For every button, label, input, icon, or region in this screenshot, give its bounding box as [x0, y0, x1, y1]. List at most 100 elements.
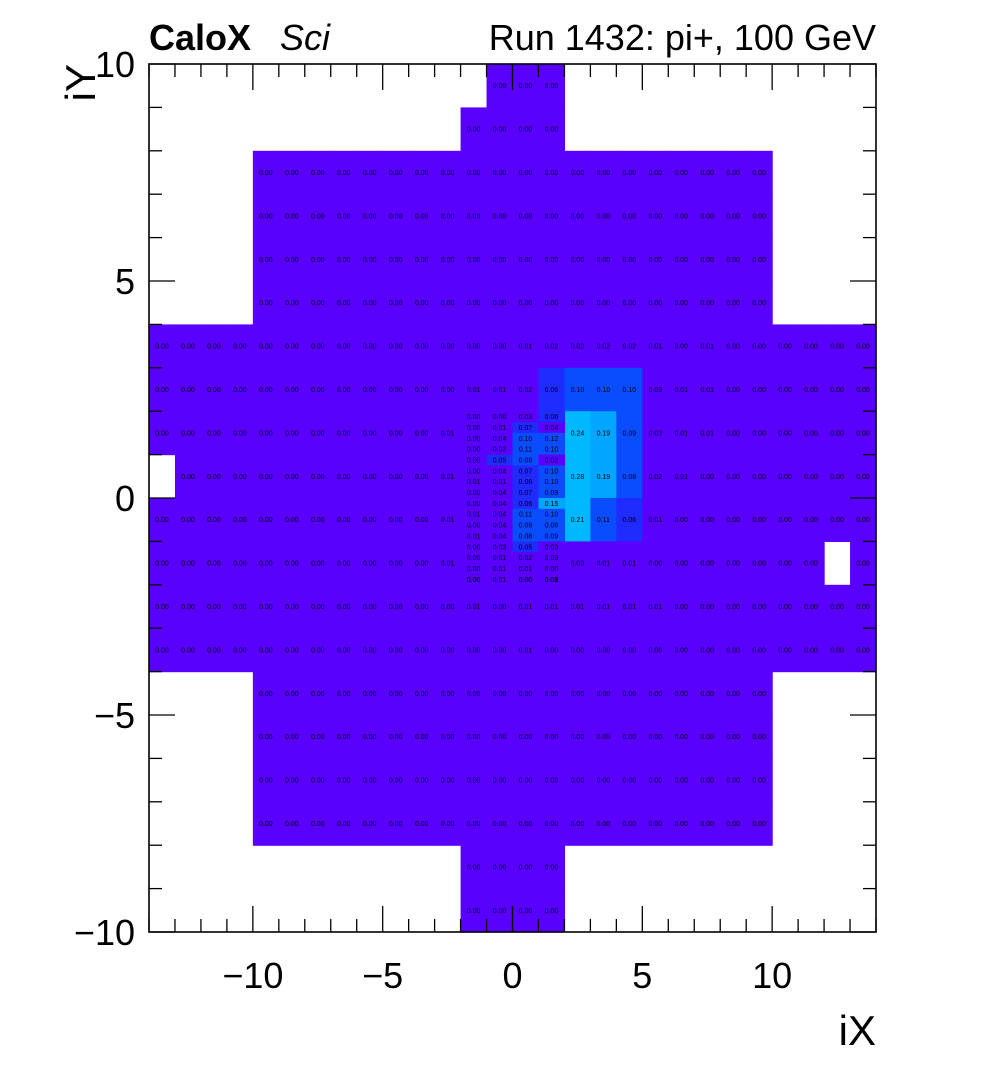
heatmap-cell: [486, 715, 514, 759]
cell-value-label: 0.00: [545, 566, 559, 573]
cell-value-label: 0.00: [207, 344, 221, 351]
cell-value-label: 0.00: [726, 561, 740, 568]
heatmap-cell: [278, 150, 306, 195]
heatmap-cell: [486, 194, 514, 239]
cell-value-label: 0.01: [597, 604, 611, 611]
heatmap-cell: [746, 411, 773, 456]
cell-value-label: 0.00: [493, 83, 507, 90]
cell-value-label: 0.00: [155, 647, 169, 654]
cell-value-label: 0.00: [571, 213, 585, 220]
heatmap-cell: [720, 715, 747, 759]
heatmap-cell: [408, 237, 436, 282]
cell-value-label: 0.10: [545, 512, 559, 519]
cell-value-label: 0.01: [674, 387, 688, 394]
heatmap-cell: [486, 324, 514, 369]
cell-value-label: 0.00: [571, 170, 585, 177]
cell-value-label: 0.00: [830, 647, 844, 654]
cell-value-label: 0.00: [648, 821, 662, 828]
cell-value-label: 0.00: [363, 257, 377, 264]
cell-value-label: 0.01: [545, 604, 559, 611]
heatmap-cell: [460, 422, 488, 434]
heatmap-cell: [694, 411, 721, 456]
heatmap-cell: [564, 801, 591, 846]
heatmap-cell: [564, 411, 591, 456]
cell-value-label: 0.05: [493, 457, 507, 464]
cell-value-label: 0.00: [493, 647, 507, 654]
cell-value-label: 0.00: [467, 213, 481, 220]
cell-value-label: 0.00: [441, 604, 455, 611]
heatmap-cell: [486, 498, 514, 510]
cell-value-label: 0.00: [493, 908, 507, 915]
heatmap-cell: [590, 758, 617, 803]
cell-value-label: 0.00: [311, 561, 325, 568]
cell-value-label: 0.03: [493, 544, 507, 551]
heatmap-cell: [174, 541, 202, 586]
heatmap-cell: [434, 628, 462, 673]
cell-value-label: 0.00: [856, 430, 870, 437]
heatmap-cell: [694, 454, 721, 499]
cell-value-label: 0.01: [519, 604, 533, 611]
cell-value-label: 0.00: [363, 213, 377, 220]
cell-value-label: 0.00: [726, 170, 740, 177]
heatmap-cell: [486, 508, 514, 521]
heatmap-cell: [538, 628, 566, 673]
heatmap-cell: [460, 476, 488, 488]
cell-value-label: 0.06: [623, 517, 637, 524]
cell-value-label: 0.00: [648, 778, 662, 785]
heatmap-cell: [720, 584, 747, 629]
heatmap-cell: [304, 671, 332, 716]
cell-value-label: 0.00: [648, 647, 662, 654]
cell-value-label: 0.06: [519, 479, 533, 486]
heatmap-cell: [772, 498, 799, 542]
heatmap-cell: [408, 367, 436, 412]
heatmap-cell: [512, 487, 540, 499]
heatmap-cell: [642, 801, 669, 846]
cell-value-label: 0.00: [311, 604, 325, 611]
heatmap-cell: [486, 573, 514, 586]
heatmap-cell: [382, 150, 410, 195]
heatmap-cell: [356, 281, 384, 325]
cell-value-label: 0.04: [493, 468, 507, 475]
cell-value-label: 0.00: [389, 778, 403, 785]
heatmap-cell: [304, 758, 332, 803]
run-label: Run 1432: pi+, 100 GeV: [489, 17, 876, 58]
heatmap-cell: [252, 454, 280, 499]
cell-value-label: 0.00: [856, 517, 870, 524]
cell-value-label: 0.00: [778, 647, 792, 654]
cell-value-label: 0.00: [233, 430, 247, 437]
heatmap-cell: [330, 411, 358, 456]
heatmap-cell: [252, 367, 280, 412]
cell-value-label: 0.00: [285, 430, 299, 437]
cell-value-label: 0.00: [804, 647, 818, 654]
cell-value-label: 0.00: [233, 344, 247, 351]
cell-value-label: 0.00: [467, 577, 481, 584]
heatmap-cell: [538, 715, 566, 759]
heatmap-cell: [746, 367, 773, 412]
heatmap-cell: [486, 845, 514, 890]
heatmap-cell: [278, 541, 306, 586]
brand-bold: CaloX: [149, 17, 251, 58]
heatmap-cell: [486, 541, 514, 553]
cell-value-label: 0.00: [285, 517, 299, 524]
cell-value-label: 0.00: [519, 864, 533, 871]
heatmap-cell: [668, 367, 695, 412]
heatmap-cell: [746, 758, 773, 803]
heatmap-cell: [512, 107, 540, 152]
heatmap-cell: [304, 367, 332, 412]
cell-value-label: 0.00: [259, 344, 273, 351]
heatmap-cell: [486, 150, 514, 195]
heatmap-cell: [772, 411, 799, 456]
cell-value-label: 0.00: [648, 213, 662, 220]
heatmap-cell: [590, 498, 617, 542]
heatmap-cell: [330, 498, 358, 542]
heatmap-cell: [434, 454, 462, 499]
heatmap-cell: [149, 541, 176, 586]
cell-value-label: 0.00: [856, 344, 870, 351]
cell-value-label: 0.00: [207, 604, 221, 611]
heatmap-cell: [460, 107, 488, 152]
heatmap-cell: [668, 237, 695, 282]
cell-value-label: 0.00: [259, 734, 273, 741]
cell-value-label: 0.00: [285, 387, 299, 394]
heatmap-cell: [538, 552, 566, 564]
heatmap-cell: [356, 454, 384, 499]
